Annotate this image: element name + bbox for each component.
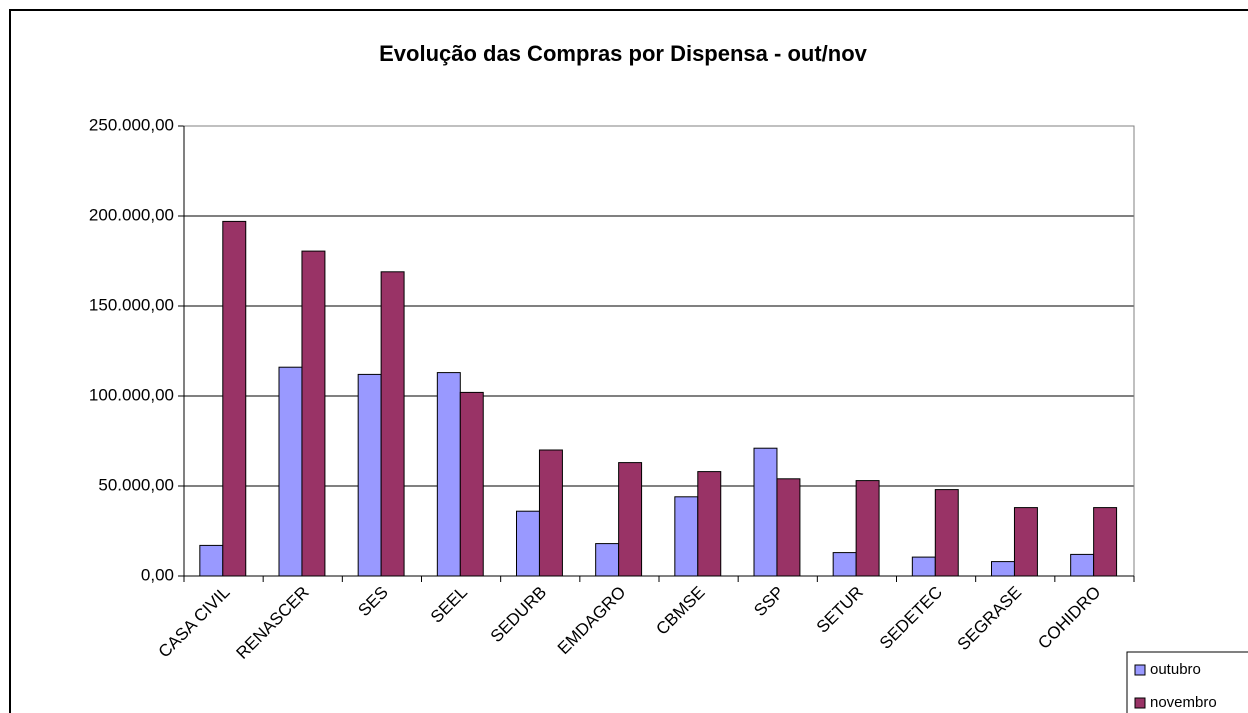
bar — [991, 561, 1015, 577]
legend-box — [1126, 651, 1248, 713]
y-tick-label: 250.000,00 — [89, 115, 174, 134]
legend-swatch — [1134, 697, 1146, 709]
bar — [357, 373, 382, 577]
bar — [278, 366, 303, 577]
y-tick-label: 100.000,00 — [89, 385, 174, 404]
bar — [832, 552, 857, 577]
bar — [697, 471, 722, 577]
y-tick-label: 200.000,00 — [89, 205, 174, 224]
bar — [222, 220, 247, 577]
bar — [1070, 553, 1095, 577]
chart-title: Evolução das Compras por Dispensa - out/… — [379, 41, 868, 66]
y-tick-label: 50.000,00 — [98, 475, 174, 494]
bar — [538, 449, 563, 577]
bar — [301, 250, 326, 577]
chart-frame — [9, 9, 1248, 713]
bar — [674, 496, 699, 577]
bar — [855, 480, 880, 577]
bar — [1013, 507, 1038, 577]
bar — [618, 462, 643, 577]
bar — [459, 391, 484, 577]
bar — [595, 543, 620, 577]
bar — [1093, 507, 1118, 577]
legend-text: outubro — [1150, 661, 1201, 678]
bar — [380, 271, 405, 577]
bar — [199, 544, 224, 577]
bar — [516, 510, 540, 577]
bar — [753, 447, 778, 577]
bar — [911, 556, 936, 577]
legend-swatch — [1134, 664, 1146, 676]
bar — [436, 372, 461, 577]
bar — [934, 489, 959, 577]
y-tick-label: 150.000,00 — [89, 295, 174, 314]
y-tick-label: 0,00 — [141, 565, 174, 584]
legend-text: novembro — [1150, 694, 1217, 711]
bar — [776, 478, 801, 577]
